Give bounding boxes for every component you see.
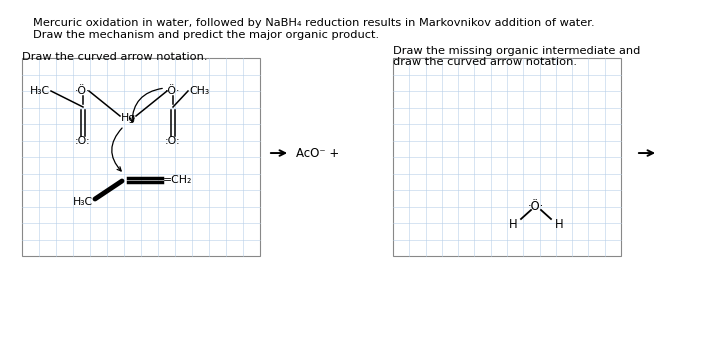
Text: H: H: [555, 219, 564, 232]
Text: Draw the curved arrow notation.: Draw the curved arrow notation.: [22, 52, 207, 62]
Text: ·Ö·: ·Ö·: [528, 200, 544, 212]
Text: AcO⁻ +: AcO⁻ +: [296, 147, 339, 159]
Text: ·Ö·: ·Ö·: [166, 86, 181, 96]
Text: Hg: Hg: [120, 113, 136, 123]
Text: :O:: :O:: [75, 136, 91, 146]
Text: H: H: [508, 219, 517, 232]
Text: draw the curved arrow notation.: draw the curved arrow notation.: [393, 57, 577, 67]
Text: Draw the missing organic intermediate and: Draw the missing organic intermediate an…: [393, 46, 640, 56]
Text: H₃C: H₃C: [73, 197, 93, 207]
Text: ·Ö·: ·Ö·: [75, 86, 90, 96]
FancyArrowPatch shape: [112, 128, 122, 171]
Text: CH₃: CH₃: [189, 86, 209, 96]
Bar: [393, 58, 621, 256]
Text: H₃C: H₃C: [30, 86, 50, 96]
Bar: [22, 58, 260, 256]
Text: Draw the mechanism and predict the major organic product.: Draw the mechanism and predict the major…: [33, 30, 379, 40]
Text: Mercuric oxidation in water, followed by NaBH₄ reduction results in Markovnikov : Mercuric oxidation in water, followed by…: [33, 18, 594, 28]
FancyArrowPatch shape: [130, 88, 162, 122]
Text: :O:: :O:: [165, 136, 181, 146]
Text: =CH₂: =CH₂: [163, 175, 192, 185]
